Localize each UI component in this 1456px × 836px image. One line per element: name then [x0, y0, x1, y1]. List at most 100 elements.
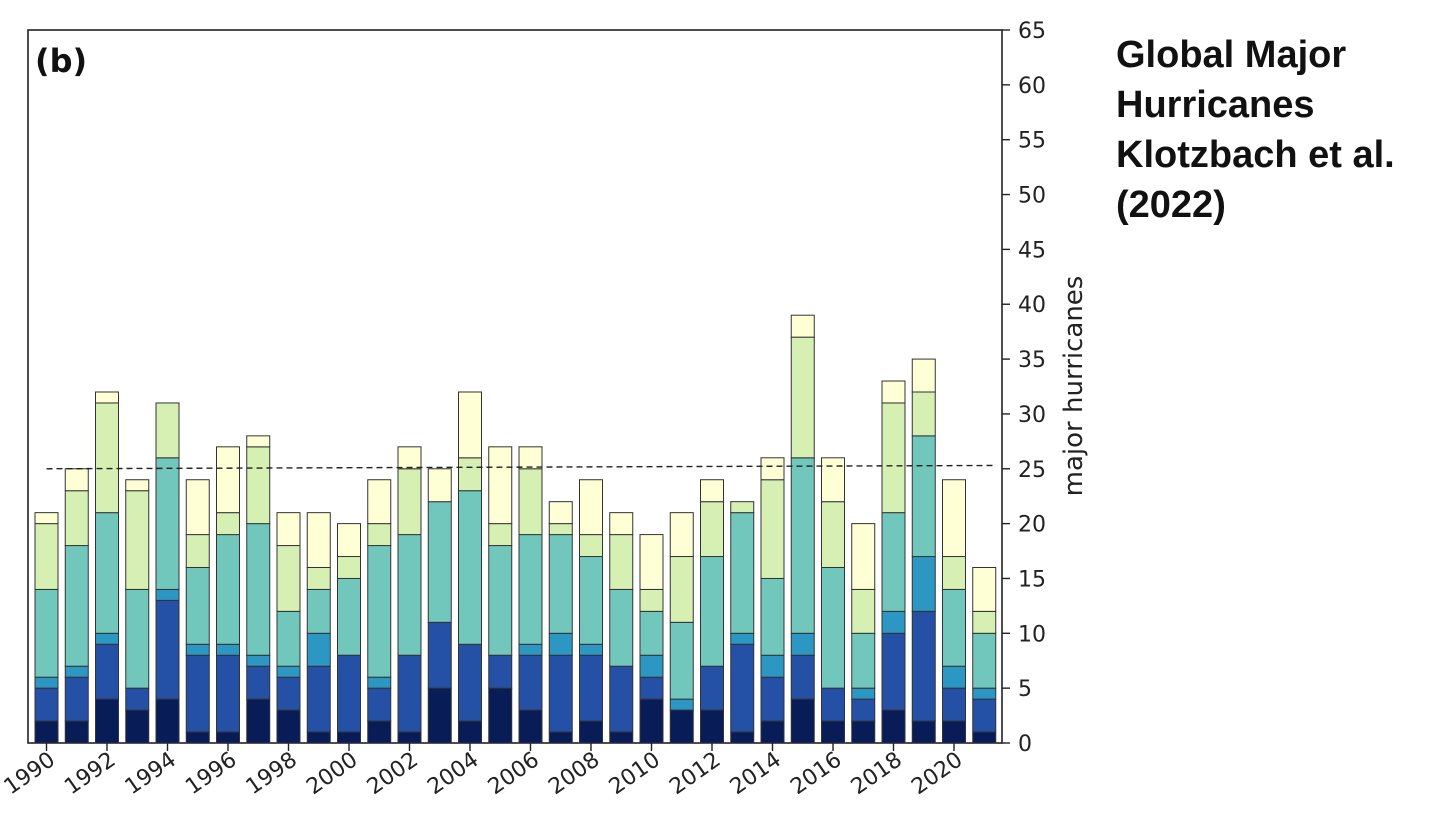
bar-segment-2002-5: [397, 468, 422, 536]
bar-segment-1999-6: [306, 512, 331, 568]
bar-segment-2006-2: [518, 654, 543, 711]
x-tick-label-2004: 2004: [423, 747, 483, 800]
bar-segment-2021-2: [972, 698, 997, 733]
bar-segment-2021-1: [972, 731, 997, 744]
bar-segment-1996-1: [216, 731, 240, 744]
bar-segment-2013-2: [730, 643, 755, 733]
bar-segment-2004-6: [458, 391, 482, 459]
bar-segment-2014-2: [760, 676, 785, 722]
y-tick-label-45: 45: [1018, 238, 1046, 263]
side-title-line-1: Global Major: [1116, 34, 1347, 76]
bar-segment-2003-1: [427, 687, 452, 744]
x-tick-label-2002: 2002: [363, 747, 423, 800]
bar-segment-2006-3: [518, 643, 543, 656]
bar-segment-1990-2: [34, 687, 59, 722]
x-tick-label-1990: 1990: [0, 747, 60, 800]
bar-segment-2021-4: [972, 632, 997, 689]
bar-segment-2019-5: [911, 391, 936, 437]
bar-segment-2016-6: [821, 457, 845, 503]
bar-segment-1995-2: [185, 654, 210, 733]
bar-segment-2012-2: [700, 665, 724, 711]
bar-segment-2021-5: [972, 610, 997, 634]
bar-segment-1998-1: [276, 709, 301, 744]
bar-segment-1999-2: [306, 665, 331, 733]
bar-segment-1995-6: [185, 479, 210, 536]
x-tick-label-2018: 2018: [847, 747, 907, 800]
bars-group: [34, 314, 997, 744]
bar-segment-1990-5: [34, 523, 59, 590]
bar-segment-2004-2: [458, 643, 482, 722]
bar-segment-1993-6: [125, 479, 150, 492]
bar-segment-2008-2: [579, 654, 603, 722]
x-tick-label-2008: 2008: [544, 747, 604, 800]
bar-segment-2001-4: [367, 545, 392, 678]
bar-segment-2011-3: [669, 698, 694, 711]
bar-segment-1997-1: [246, 698, 271, 744]
bar-segment-2014-5: [760, 479, 785, 579]
bar-segment-1992-2: [95, 643, 119, 700]
bar-segment-2003-2: [427, 621, 452, 689]
bar-segment-1991-2: [64, 676, 89, 722]
bar-segment-1991-6: [64, 468, 89, 492]
bar-segment-2018-5: [881, 402, 906, 514]
bar-segment-2019-3: [911, 556, 936, 612]
bar-segment-2012-5: [700, 501, 724, 558]
bar-segment-1993-1: [125, 709, 150, 744]
bar-segment-1994-1: [155, 698, 180, 744]
bar-segment-1994-4: [155, 457, 180, 590]
bar-segment-1997-6: [246, 435, 271, 448]
bar-segment-2018-3: [881, 610, 906, 634]
bar-segment-1991-1: [64, 720, 89, 744]
bar-segment-2020-6: [942, 479, 966, 558]
bar-segment-1995-3: [185, 643, 210, 656]
bar-segment-2015-3: [790, 632, 815, 656]
bar-segment-2010-6: [639, 534, 664, 590]
bar-segment-2005-6: [488, 446, 513, 525]
bar-segment-2015-5: [790, 336, 815, 459]
bar-segment-2019-4: [911, 435, 936, 558]
mean-dashed-line: [46, 464, 995, 470]
bar-segment-1993-2: [125, 687, 150, 711]
bar-segment-2003-6: [427, 468, 452, 503]
bar-segment-2010-3: [639, 654, 664, 678]
bar-segment-1992-6: [95, 391, 119, 404]
bar-segment-2008-3: [579, 643, 603, 656]
bar-segment-2016-4: [821, 566, 845, 689]
bar-segment-2011-6: [669, 512, 694, 558]
bar-segment-2000-5: [337, 556, 361, 579]
bar-segment-2014-3: [760, 654, 785, 678]
bar-segment-1991-4: [64, 545, 89, 667]
bar-segment-2009-5: [609, 534, 634, 590]
bar-segment-2000-4: [337, 577, 361, 656]
bar-segment-1990-4: [34, 588, 59, 678]
bar-segment-2021-6: [972, 566, 997, 612]
y-axis-label: major hurricanes: [1059, 276, 1089, 497]
bar-segment-2009-1: [609, 731, 634, 744]
x-tick-label-2016: 2016: [786, 747, 846, 800]
y-tick-label-35: 35: [1018, 348, 1046, 373]
side-title-line-4: (2022): [1116, 184, 1226, 226]
x-tick-label-1996: 1996: [181, 747, 241, 800]
bar-segment-2000-6: [337, 523, 361, 558]
y-tick-label-60: 60: [1018, 74, 1046, 99]
y-tick-label-0: 0: [1018, 732, 1032, 757]
bar-segment-2018-6: [881, 380, 906, 404]
bar-segment-2020-5: [942, 556, 966, 590]
bar-segment-2008-5: [579, 534, 603, 558]
y-tick-label-65: 65: [1018, 19, 1046, 44]
bar-segment-2009-6: [609, 512, 634, 536]
bar-segment-2005-4: [488, 545, 513, 656]
y-tick-label-10: 10: [1018, 622, 1046, 647]
y-tick-label-30: 30: [1018, 403, 1046, 428]
x-tick-label-1994: 1994: [121, 747, 181, 800]
x-axis: 1990 1992 1994 1996 1998 2000 2002 2004 2006 2008…: [0, 743, 967, 800]
bar-segment-2010-2: [639, 676, 664, 700]
bar-segment-2014-1: [760, 720, 785, 744]
bar-segment-1996-5: [216, 512, 240, 536]
bar-segment-2016-5: [821, 501, 845, 568]
x-tick-label-2000: 2000: [302, 747, 362, 800]
bar-segment-2016-1: [821, 720, 845, 744]
bar-segment-1999-4: [306, 588, 331, 634]
bar-segment-2015-6: [790, 314, 815, 338]
